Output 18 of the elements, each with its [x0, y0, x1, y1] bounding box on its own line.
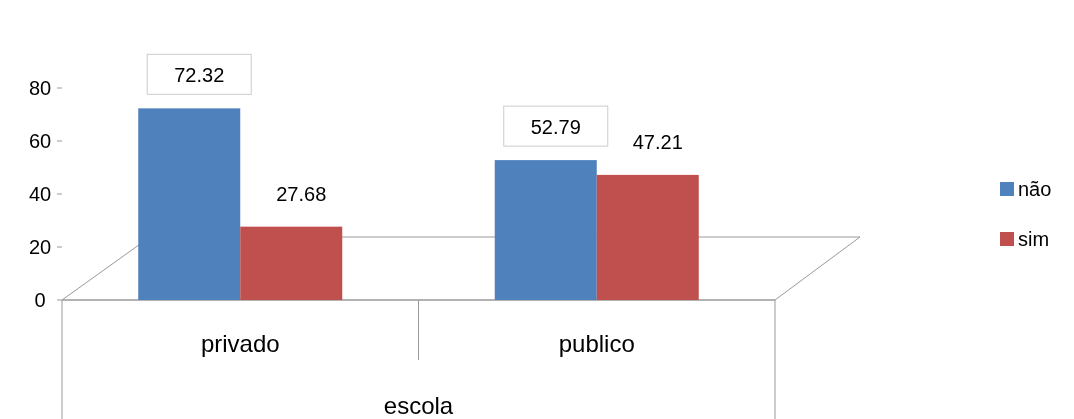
y-tick-label: 60 — [28, 130, 52, 152]
data-label: 27.68 — [276, 182, 327, 205]
x-axis-title: escola — [383, 392, 454, 419]
data-label: 72.32 — [174, 64, 225, 87]
bar — [138, 108, 241, 300]
bar — [494, 160, 597, 300]
x-tick-label: privado — [200, 330, 280, 357]
y-tick-label: 20 — [28, 236, 52, 258]
y-tick-label: 80 — [28, 77, 52, 99]
legend-label: não — [1018, 178, 1052, 200]
data-label: 47.21 — [632, 130, 683, 153]
bar — [596, 174, 699, 300]
x-tick-label: publico — [558, 330, 635, 357]
y-tick-label: 40 — [28, 183, 52, 205]
data-label: 52.79 — [530, 116, 581, 139]
y-tick-label: 0 — [34, 289, 46, 311]
bar — [240, 226, 343, 300]
legend-label: sim — [1018, 228, 1050, 250]
